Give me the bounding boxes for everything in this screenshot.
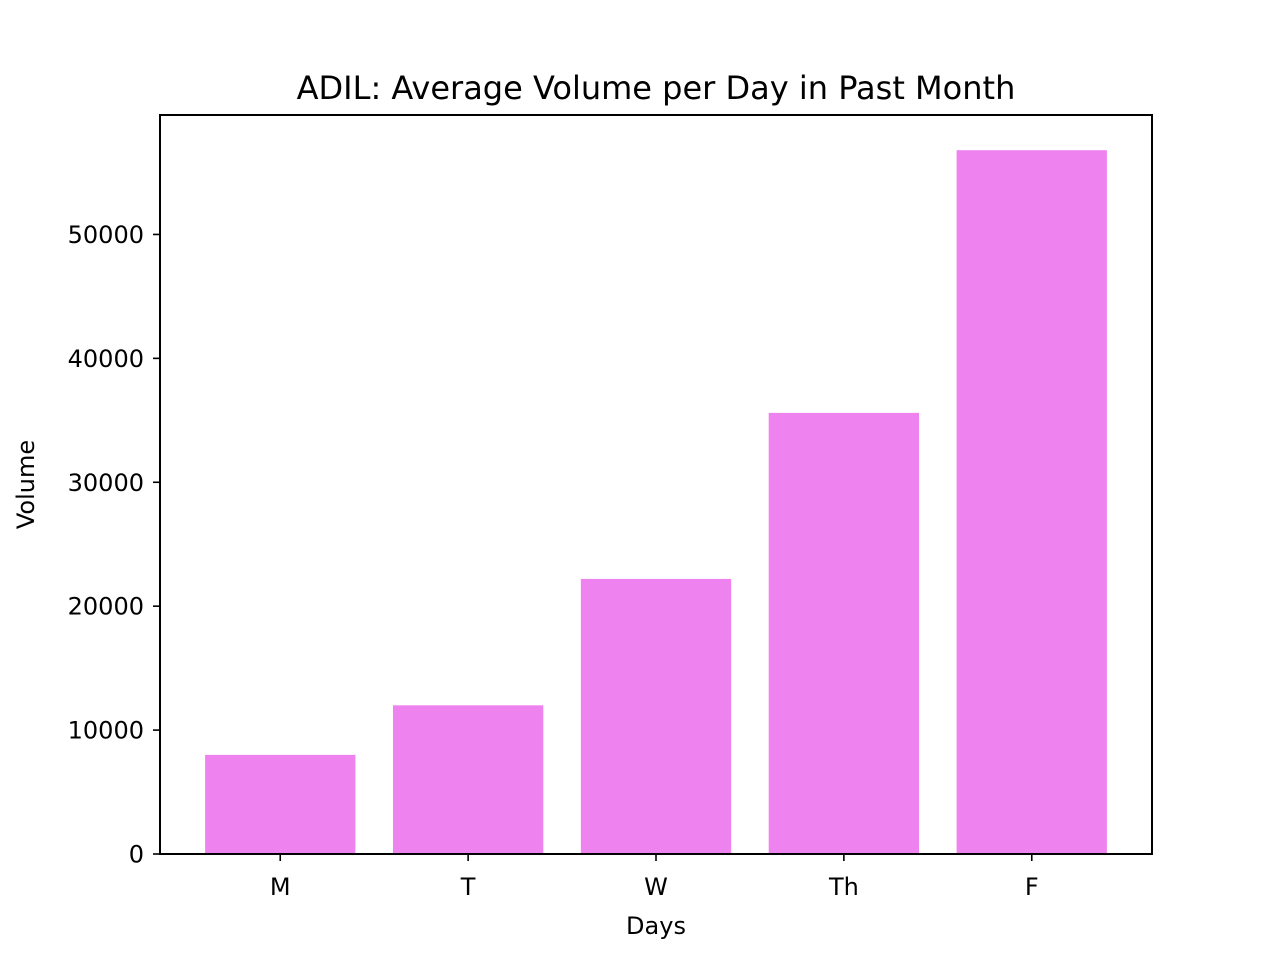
x-tick-label: Th xyxy=(828,873,859,901)
bar-f xyxy=(956,150,1107,854)
bar-m xyxy=(205,754,356,854)
y-tick-label: 10000 xyxy=(68,717,144,745)
x-axis-label: Days xyxy=(626,912,686,940)
bars-group xyxy=(205,150,1107,854)
y-axis-ticks: 0 10000 20000 30000 40000 50000 xyxy=(68,221,160,869)
y-axis-label: Volume xyxy=(12,440,40,529)
chart-title: ADIL: Average Volume per Day in Past Mon… xyxy=(297,69,1016,107)
x-tick-label: M xyxy=(270,873,291,901)
x-tick-label: T xyxy=(460,873,476,901)
y-tick-label: 30000 xyxy=(68,469,144,497)
y-tick-label: 40000 xyxy=(68,345,144,373)
bar-w xyxy=(580,578,732,854)
y-tick-label: 50000 xyxy=(68,221,144,249)
bar-t xyxy=(392,705,544,854)
y-tick-label: 20000 xyxy=(68,593,144,621)
plot-frame xyxy=(159,114,1153,855)
x-tick-label: F xyxy=(1025,873,1039,901)
x-axis-ticks: M T W Th F xyxy=(270,854,1039,901)
bar-th xyxy=(768,412,920,854)
y-tick-label: 0 xyxy=(129,841,144,869)
x-tick-label: W xyxy=(644,873,668,901)
